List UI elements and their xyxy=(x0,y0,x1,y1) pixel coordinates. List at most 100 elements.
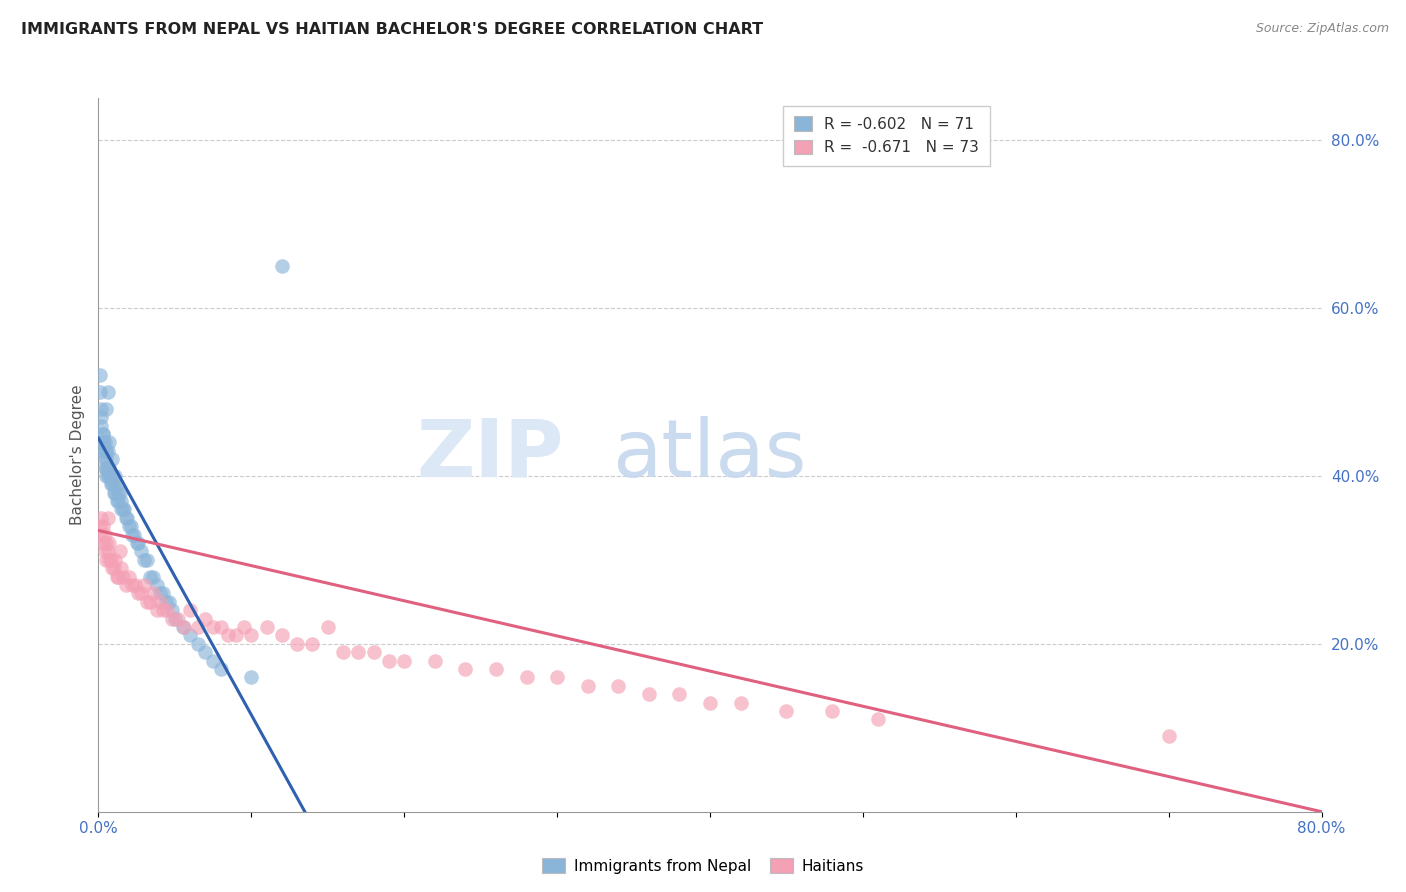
Point xyxy=(256,620,278,634)
Point xyxy=(90,401,112,416)
Point xyxy=(100,477,122,491)
Point xyxy=(149,595,172,609)
Point xyxy=(576,679,599,693)
Point xyxy=(97,460,120,475)
Point xyxy=(94,553,117,567)
Point xyxy=(93,435,115,450)
Point xyxy=(120,519,142,533)
Point xyxy=(821,704,844,718)
Point xyxy=(98,435,121,450)
Point xyxy=(104,485,127,500)
Point xyxy=(134,553,156,567)
Point xyxy=(301,637,323,651)
Point xyxy=(103,561,125,575)
Point xyxy=(91,426,114,441)
Point xyxy=(104,469,127,483)
Point xyxy=(91,426,114,441)
Point xyxy=(108,485,131,500)
Point xyxy=(316,620,339,634)
Point xyxy=(105,477,128,491)
Point xyxy=(209,662,232,676)
Point xyxy=(285,637,308,651)
Point xyxy=(637,687,661,701)
Point xyxy=(97,443,120,458)
Legend: R = -0.602   N = 71, R =  -0.671   N = 73: R = -0.602 N = 71, R = -0.671 N = 73 xyxy=(783,106,990,166)
Point xyxy=(187,637,209,651)
Point xyxy=(363,645,385,659)
Point xyxy=(110,494,132,508)
Point xyxy=(194,645,217,659)
Point xyxy=(1157,729,1180,743)
Point xyxy=(270,628,292,642)
Point xyxy=(160,612,183,626)
Point xyxy=(107,569,129,583)
Point xyxy=(179,603,201,617)
Point xyxy=(111,569,134,583)
Point xyxy=(332,645,354,659)
Point xyxy=(121,527,143,541)
Point xyxy=(157,595,180,609)
Point xyxy=(93,443,115,458)
Point xyxy=(152,603,174,617)
Point xyxy=(94,460,117,475)
Point xyxy=(139,595,162,609)
Point xyxy=(100,469,122,483)
Point xyxy=(89,519,111,533)
Point xyxy=(90,410,112,425)
Point xyxy=(775,704,797,718)
Point xyxy=(100,553,122,567)
Point xyxy=(121,578,143,592)
Point xyxy=(156,603,179,617)
Point xyxy=(98,553,121,567)
Point xyxy=(270,259,292,273)
Point xyxy=(187,620,209,634)
Point xyxy=(97,544,120,558)
Y-axis label: Bachelor's Degree: Bachelor's Degree xyxy=(69,384,84,525)
Point xyxy=(155,595,177,609)
Point xyxy=(90,418,112,433)
Point xyxy=(179,628,201,642)
Point xyxy=(108,544,131,558)
Point xyxy=(129,586,152,600)
Point xyxy=(89,368,111,383)
Text: IMMIGRANTS FROM NEPAL VS HAITIAN BACHELOR'S DEGREE CORRELATION CHART: IMMIGRANTS FROM NEPAL VS HAITIAN BACHELO… xyxy=(21,22,763,37)
Point xyxy=(97,469,120,483)
Point xyxy=(111,502,134,516)
Point xyxy=(485,662,508,676)
Point xyxy=(173,620,195,634)
Point xyxy=(149,586,172,600)
Point xyxy=(378,654,401,668)
Point xyxy=(90,527,112,541)
Point xyxy=(699,696,721,710)
Text: atlas: atlas xyxy=(612,416,807,494)
Point xyxy=(94,452,117,467)
Point xyxy=(142,586,165,600)
Point xyxy=(516,670,538,684)
Point xyxy=(607,679,630,693)
Point xyxy=(546,670,568,684)
Point xyxy=(94,536,117,550)
Point xyxy=(217,628,239,642)
Point xyxy=(136,595,159,609)
Point xyxy=(454,662,477,676)
Point xyxy=(105,494,128,508)
Point xyxy=(101,477,124,491)
Point xyxy=(112,502,135,516)
Point xyxy=(152,586,174,600)
Point xyxy=(101,561,124,575)
Point xyxy=(94,401,117,416)
Point xyxy=(89,384,111,399)
Point xyxy=(103,485,125,500)
Point xyxy=(105,569,128,583)
Point xyxy=(118,569,141,583)
Point xyxy=(110,561,132,575)
Point xyxy=(122,527,145,541)
Point xyxy=(117,511,139,525)
Point xyxy=(730,696,752,710)
Point xyxy=(118,519,141,533)
Point xyxy=(124,578,146,592)
Point xyxy=(115,578,138,592)
Point xyxy=(129,544,152,558)
Point xyxy=(145,578,167,592)
Point xyxy=(209,620,232,634)
